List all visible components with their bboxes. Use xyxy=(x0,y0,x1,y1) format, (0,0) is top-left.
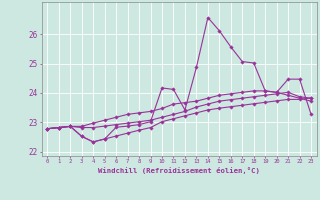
X-axis label: Windchill (Refroidissement éolien,°C): Windchill (Refroidissement éolien,°C) xyxy=(98,167,260,174)
